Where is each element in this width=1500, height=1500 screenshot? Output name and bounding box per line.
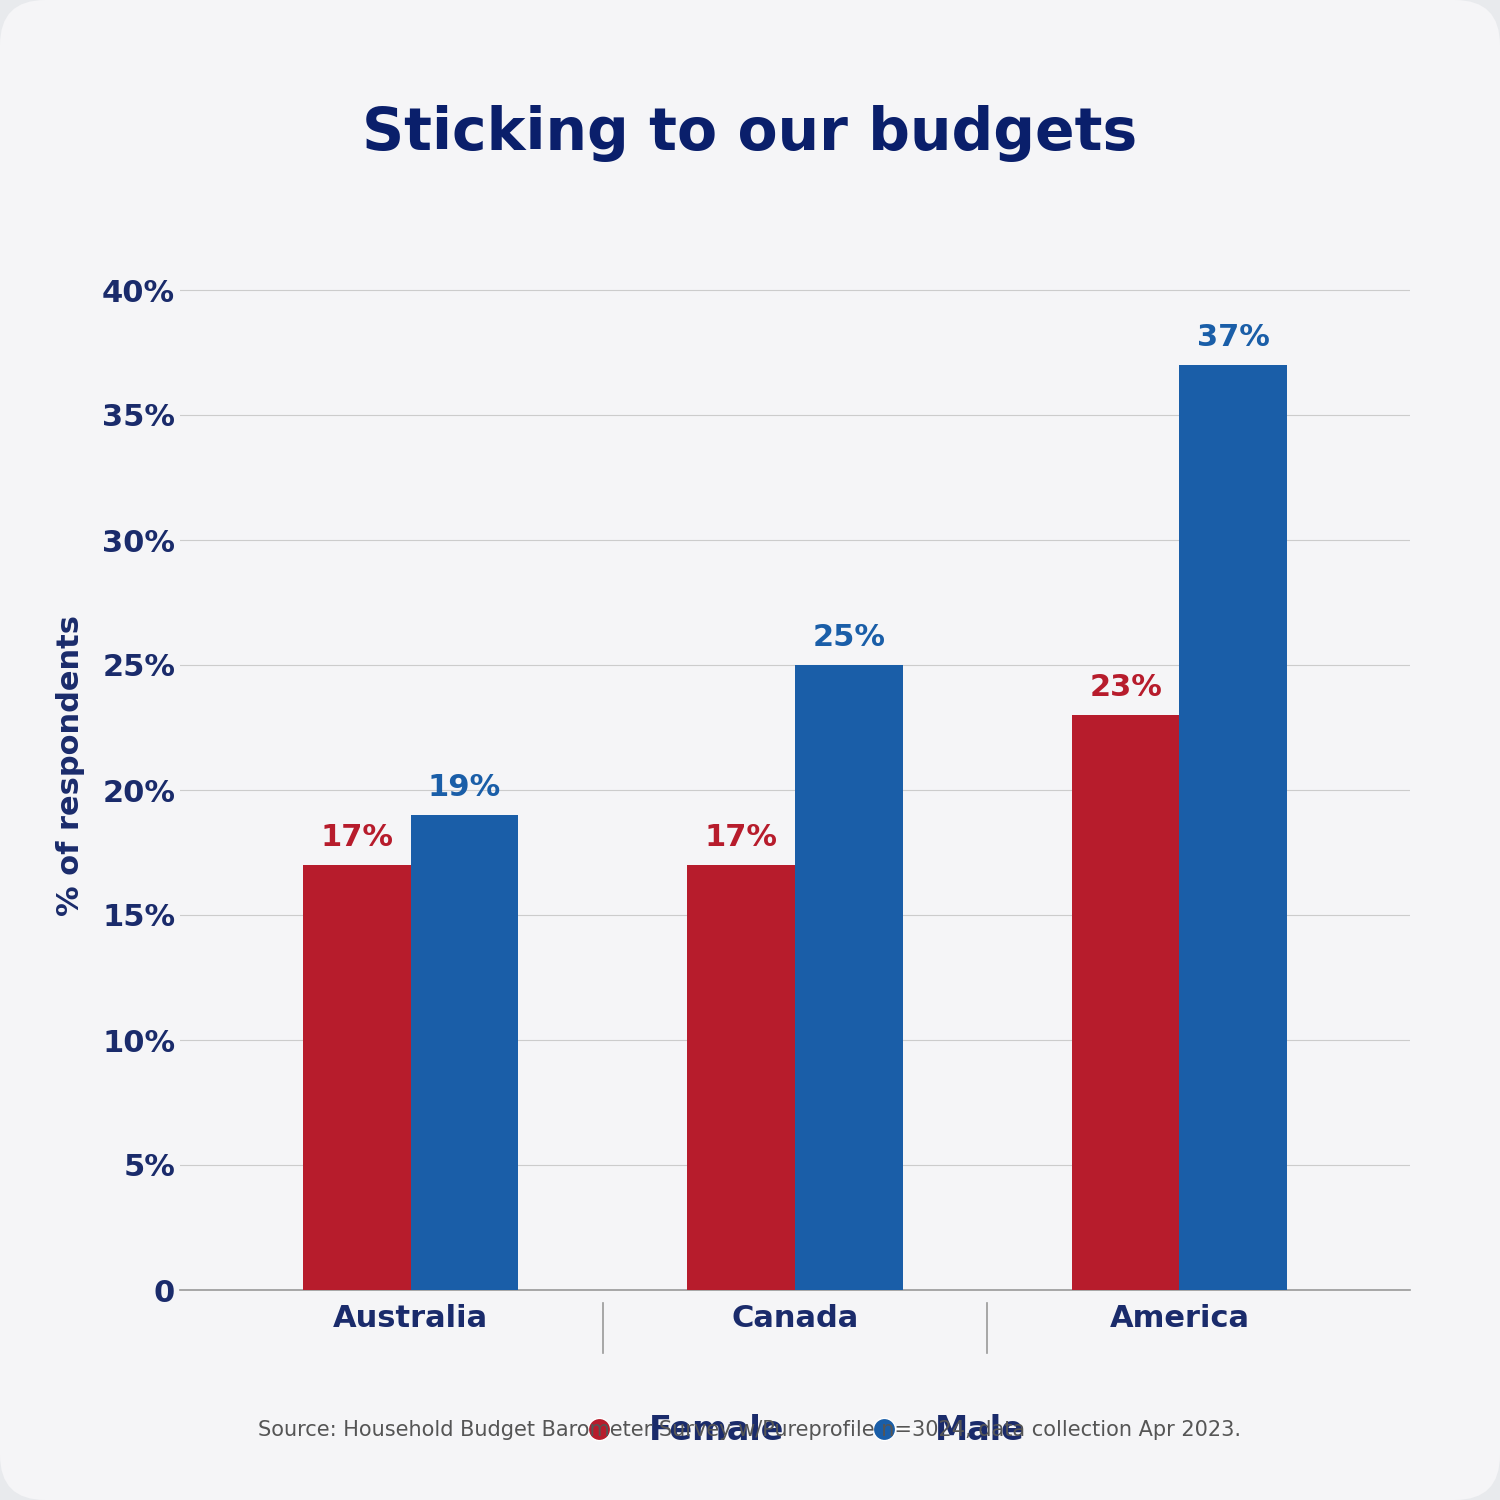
Bar (1179, 364, 1287, 1290)
Bar (411, 815, 519, 1290)
Bar (795, 664, 903, 1290)
Legend: Female, Male: Female, Male (552, 1401, 1038, 1461)
Text: 37%: 37% (1197, 324, 1269, 352)
Text: 25%: 25% (813, 624, 885, 652)
Text: 17%: 17% (321, 824, 393, 852)
Text: 23%: 23% (1089, 674, 1162, 702)
Text: Source: Household Budget Barometer Survey w/Pureprofile n=3024, data collection : Source: Household Budget Barometer Surve… (258, 1420, 1242, 1440)
Bar (687, 865, 795, 1290)
Bar (1071, 716, 1179, 1290)
Bar (303, 865, 411, 1290)
Text: 17%: 17% (705, 824, 777, 852)
Text: 19%: 19% (427, 774, 501, 802)
Y-axis label: % of respondents: % of respondents (57, 615, 86, 915)
Text: Sticking to our budgets: Sticking to our budgets (363, 105, 1137, 162)
